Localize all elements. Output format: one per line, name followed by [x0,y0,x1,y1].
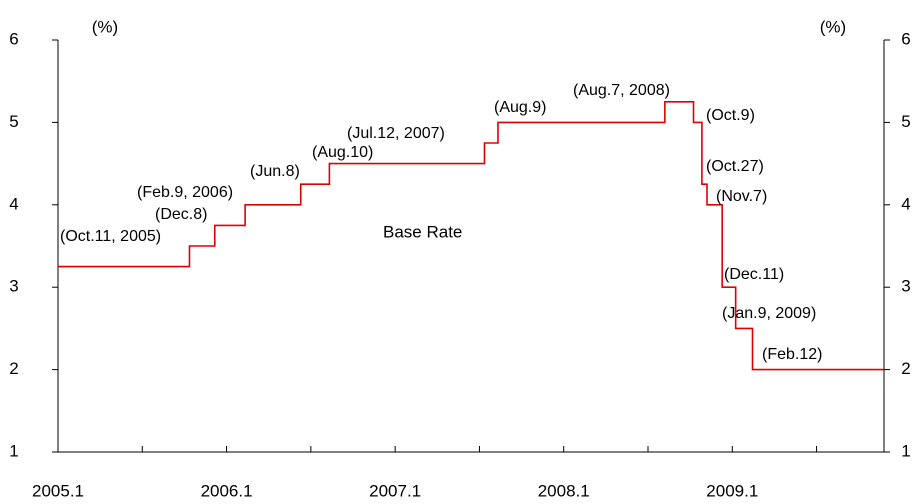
event-label: (Oct.9) [706,107,755,124]
event-label: (Aug.10) [312,144,373,161]
event-label: (Jan.9, 2009) [722,305,816,322]
event-label: (Jun.8) [250,163,300,180]
series-annotation: Base Rate [383,222,462,241]
y2-axis-unit: (%) [820,17,846,36]
y2-tick-label: 4 [901,194,910,213]
y2-tick-label: 2 [901,359,910,378]
x-tick-label: 2006.1 [201,481,253,500]
y-tick-label: 4 [9,194,18,213]
y-tick-label: 6 [9,29,18,48]
rate-line [58,101,884,371]
event-label: (Aug.7, 2008) [573,82,670,99]
y-tick-label: 2 [9,359,18,378]
x-tick-label: 2007.1 [369,481,421,500]
y-tick-label: 3 [9,277,18,296]
y-tick-label: 5 [9,112,18,131]
y2-tick-label: 6 [901,29,910,48]
x-tick-label: 2005.1 [32,481,84,500]
event-label: (Dec.11) [724,266,784,283]
event-label: (Feb.9, 2006) [137,184,233,201]
y2-tick-label: 5 [901,112,910,131]
event-label: (Oct.27) [706,158,764,175]
event-label: (Nov.7) [716,188,767,205]
event-label: (Aug.9) [494,99,546,116]
event-label: (Feb.12) [762,346,822,363]
event-label: (Oct.11, 2005) [60,228,161,245]
y2-tick-label: 1 [901,441,910,460]
y-axis-unit: (%) [92,17,118,36]
x-tick-label: 2008.1 [538,481,590,500]
event-label: (Dec.8) [155,206,207,223]
event-label: (Jul.12, 2007) [347,125,445,142]
y-tick-label: 1 [9,441,18,460]
y2-tick-label: 3 [901,277,910,296]
x-tick-label: 2009.1 [706,481,758,500]
